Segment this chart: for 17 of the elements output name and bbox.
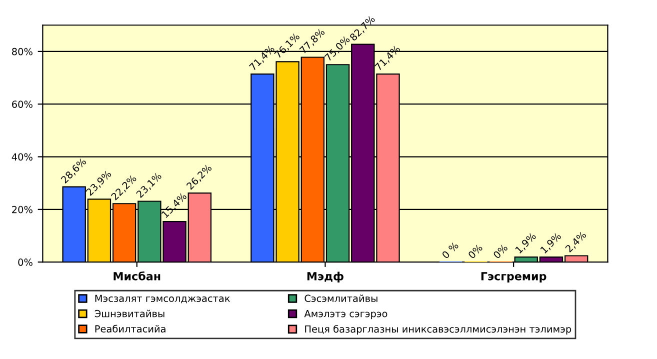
y-tick-label: 20% [12,206,32,214]
y-tick-label: 80% [12,48,32,56]
x-tick-label: Мэдф [307,272,344,283]
data-label: 0% [468,244,483,259]
x-tick-label: Мисбан [114,271,160,280]
y-tick-label: 0% [18,258,32,266]
legend-label: Пеця базарглазны иниксавэсэллмисэлэнэн тэлимэр [305,325,572,335]
data-label: 0% [492,244,508,259]
data-label: 0 % [441,242,459,259]
legend-label: Сэсэмлитайвы [304,294,378,302]
x-tick-label: Гэсгремир [481,272,546,283]
y-tick-label: 40% [12,153,32,161]
y-tick-label: 60% [12,100,32,108]
legend-label: Амэлэтэ сэгэрэо [304,310,388,320]
legend-label: Мэсзалят гэмсолджэастак [95,294,230,304]
legend-label: Эшнэвитайвы [94,310,164,318]
legend-label: Реабилтасийа [95,324,166,333]
